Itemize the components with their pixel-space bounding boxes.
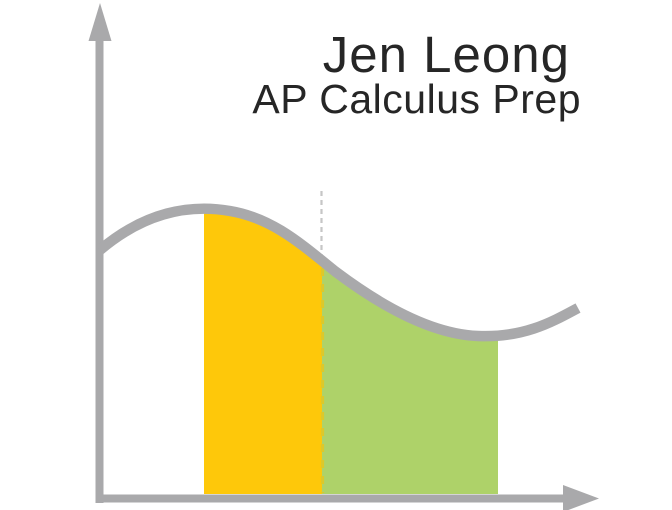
function-curve: [96, 203, 581, 342]
brand-name: Jen Leong: [322, 26, 570, 83]
brand-subtitle: AP Calculus Prep: [252, 76, 581, 122]
y-axis-arrow-icon: [88, 3, 112, 41]
area-under-curve-right-region: [322, 260, 498, 494]
area-under-curve-left-region: [204, 208, 322, 494]
x-axis-arrow-icon: [563, 485, 599, 510]
x-axis: [95, 494, 566, 503]
y-axis: [95, 28, 104, 503]
